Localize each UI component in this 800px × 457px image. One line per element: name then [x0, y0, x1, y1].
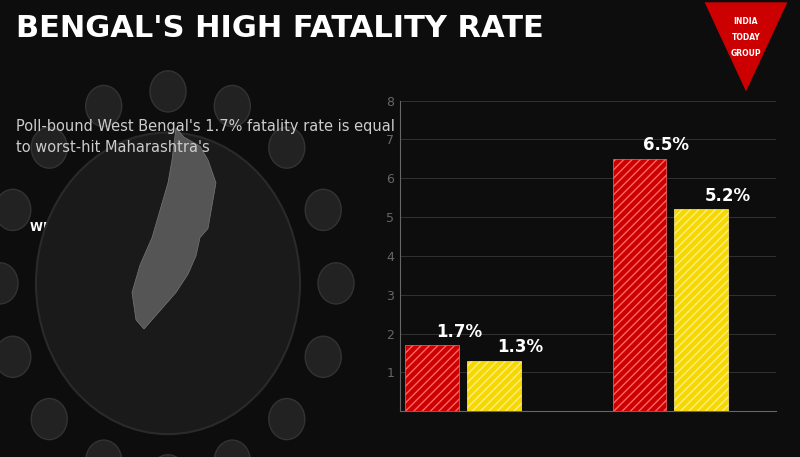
Bar — [613, 159, 666, 411]
Circle shape — [31, 399, 67, 440]
Text: 6.5%: 6.5% — [643, 136, 689, 154]
Text: INDIA: INDIA — [734, 17, 758, 27]
Text: 1.3%: 1.3% — [498, 338, 544, 356]
Circle shape — [269, 399, 305, 440]
Circle shape — [214, 440, 250, 457]
Circle shape — [306, 336, 342, 377]
Text: WEST BENGAL: WEST BENGAL — [30, 221, 126, 234]
Text: Poll-bound West Bengal's 1.7% fatality rate is equal
to worst-hit Maharashtra's: Poll-bound West Bengal's 1.7% fatality r… — [16, 119, 395, 155]
Circle shape — [214, 85, 250, 127]
Circle shape — [150, 71, 186, 112]
Circle shape — [0, 189, 30, 230]
Circle shape — [36, 133, 300, 434]
Circle shape — [150, 455, 186, 457]
Text: GROUP: GROUP — [730, 49, 762, 58]
Bar — [406, 345, 459, 411]
Circle shape — [86, 440, 122, 457]
Circle shape — [306, 189, 342, 230]
Circle shape — [0, 263, 18, 304]
Circle shape — [269, 127, 305, 168]
Polygon shape — [705, 2, 787, 91]
Polygon shape — [132, 128, 216, 329]
Circle shape — [0, 336, 30, 377]
Bar — [674, 209, 728, 411]
Text: TODAY: TODAY — [732, 33, 760, 43]
Bar — [467, 361, 521, 411]
Text: BENGAL'S HIGH FATALITY RATE: BENGAL'S HIGH FATALITY RATE — [16, 14, 544, 43]
Circle shape — [31, 127, 67, 168]
Text: 1.7%: 1.7% — [436, 323, 482, 340]
Circle shape — [318, 263, 354, 304]
Circle shape — [86, 85, 122, 127]
Text: 5.2%: 5.2% — [705, 186, 751, 205]
Text: INDIA: INDIA — [161, 221, 199, 234]
